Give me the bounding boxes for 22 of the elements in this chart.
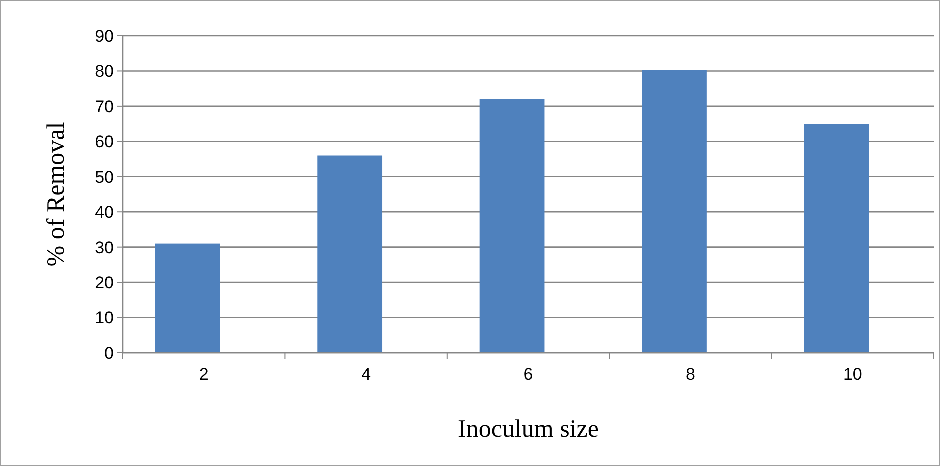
bar: [804, 124, 870, 353]
bar: [480, 99, 545, 353]
y-axis-title: % of Removal: [43, 122, 70, 267]
y-tick-label: 30: [95, 238, 114, 258]
x-axis-title: Inoculum size: [458, 416, 599, 443]
x-tick-label: 8: [686, 365, 696, 384]
x-tick-label: 4: [362, 365, 372, 384]
bar: [155, 244, 220, 353]
bar: [642, 70, 707, 353]
y-tick-label: 80: [95, 62, 114, 82]
y-tick-label: 90: [95, 26, 114, 46]
y-tick-label: 0: [104, 344, 114, 363]
y-tick-label: 70: [95, 97, 114, 116]
x-tick-label: 2: [199, 365, 209, 384]
y-tick-label: 20: [95, 274, 114, 293]
bar: [318, 156, 383, 353]
x-tick-label: 10: [843, 365, 862, 384]
y-tick-label: 60: [95, 132, 114, 152]
y-tick-label: 10: [95, 308, 114, 328]
y-tick-label: 50: [95, 168, 114, 187]
y-tick-label: 40: [95, 203, 114, 222]
x-tick-label: 6: [524, 365, 534, 384]
